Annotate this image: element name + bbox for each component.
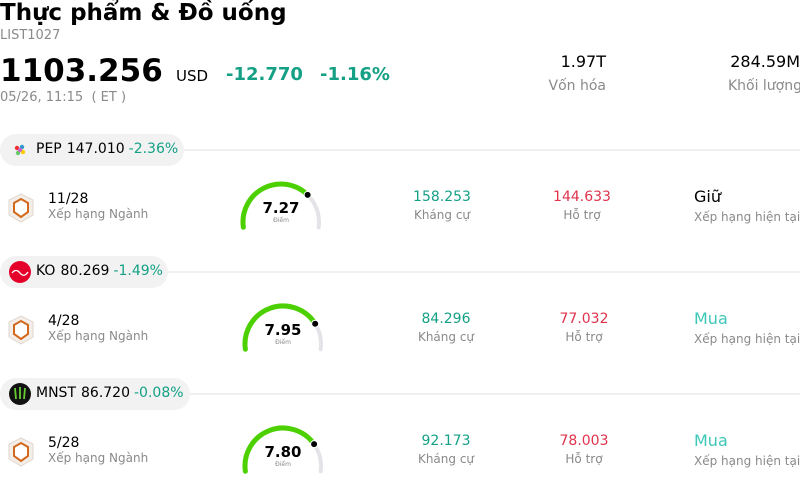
logo-claw (14, 387, 26, 400)
ticker-change: -1.49% (113, 263, 163, 279)
score-label: Điểm (273, 217, 289, 224)
ticker[interactable]: PEP (36, 141, 62, 157)
ticker-price: 147.010 (66, 141, 125, 157)
gauge-dot (311, 319, 320, 328)
support-label: Hỗ trợ (565, 452, 603, 466)
list-code: LIST1027 (0, 28, 61, 43)
resistance: 92.173 (421, 433, 471, 449)
price: 1103.256 (0, 53, 163, 89)
rank-label: Xếp hạng Ngành (48, 329, 149, 343)
change: -12.770 (226, 64, 303, 85)
gauge-fill (242, 303, 318, 352)
support-label: Hỗ trợ (563, 208, 601, 222)
resistance: 84.296 (421, 311, 471, 327)
timestamp: 05/26, 11:15 ( ET ) (0, 90, 127, 105)
stat-label: Vốn hóa (548, 78, 606, 94)
stat-value: 1.97T (560, 52, 606, 71)
resistance-label: Kháng cự (417, 452, 475, 466)
support: 78.003 (559, 433, 609, 449)
logo-group (9, 261, 31, 283)
stat-label: Khối lượng (727, 78, 800, 94)
title: Thực phẩm & Đồ uống (0, 0, 287, 26)
currency: USD (176, 67, 209, 85)
rank: 11/28 (48, 191, 89, 207)
score: 7.95 (264, 321, 302, 339)
rating-label: Xếp hạng hiện tại (694, 332, 800, 346)
support-label: Hỗ trợ (565, 330, 603, 344)
rating: Giữ (694, 187, 721, 206)
support: 144.633 (553, 189, 611, 205)
ticker-pill (0, 378, 190, 410)
score-label: Điểm (275, 339, 291, 346)
ticker-price: 86.720 (81, 385, 130, 401)
gauge-dot (303, 190, 312, 199)
rank-badge-inner (13, 441, 29, 463)
support: 77.032 (559, 311, 609, 327)
ticker-price: 80.269 (60, 263, 110, 279)
score: 7.27 (262, 199, 300, 217)
resistance-label: Kháng cự (413, 208, 471, 222)
rating-label: Xếp hạng hiện tại (694, 210, 800, 224)
ticker-change: -2.36% (128, 141, 179, 157)
gauge-dot (310, 440, 319, 449)
rating: Mua (694, 431, 728, 450)
rank-badge-inner (13, 197, 29, 219)
rating-label: Xếp hạng hiện tại (694, 454, 800, 468)
rating: Mua (694, 309, 728, 328)
ticker-pill (0, 134, 184, 166)
score: 7.80 (264, 443, 302, 461)
ticker[interactable]: MNST (36, 385, 76, 401)
rank-label: Xếp hạng Ngành (48, 451, 149, 465)
logo-script (11, 269, 29, 276)
gauge-fill (240, 181, 311, 230)
ticker[interactable]: KO (36, 263, 56, 279)
logo-group (14, 144, 26, 156)
logo-group (9, 383, 31, 405)
rank-badge-inner (13, 319, 29, 341)
stat-value: 284.59M (730, 52, 800, 71)
resistance-label: Kháng cự (417, 330, 475, 344)
score-label: Điểm (275, 461, 291, 468)
ticker-pill (0, 256, 168, 288)
change-pct: -1.16% (320, 64, 390, 85)
rank-label: Xếp hạng Ngành (48, 207, 149, 221)
rank: 4/28 (48, 313, 80, 329)
logo-dot (17, 147, 23, 153)
gauge-fill (242, 425, 317, 474)
ticker-change: -0.08% (134, 385, 184, 401)
resistance: 158.253 (413, 189, 471, 205)
rank: 5/28 (48, 435, 80, 451)
